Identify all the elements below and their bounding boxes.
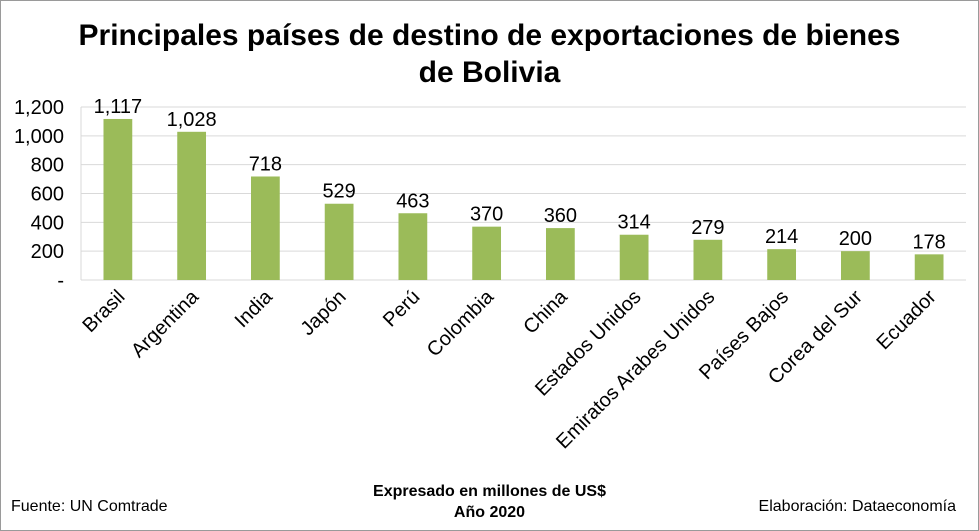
bar-china: [545, 228, 575, 280]
chart-title-line1: Principales países de destino de exporta…: [78, 19, 901, 52]
bar-brasil: [103, 118, 133, 280]
bar-japón: [324, 203, 354, 280]
x-tick-label: Japón: [297, 286, 351, 340]
x-tick-label: Perú: [379, 286, 424, 331]
chart-title: Principales países de destino de exporta…: [1, 17, 978, 91]
bar-países-bajos: [767, 249, 797, 280]
y-tick-label: 1,000: [14, 126, 64, 148]
x-tick-label: Argentina: [127, 285, 204, 362]
data-label: 314: [617, 212, 650, 234]
data-label: 200: [839, 228, 872, 250]
credit-note: Elaboración: Dataeconomía: [758, 498, 956, 515]
y-tick-label: 1,200: [14, 97, 64, 119]
data-label: 1,117: [94, 96, 143, 118]
data-label: 214: [765, 226, 798, 248]
x-tick-label: Brasil: [78, 286, 129, 337]
chart-title-line2: de Bolivia: [418, 56, 561, 89]
y-tick-label: 600: [31, 184, 64, 206]
y-tick-label: -: [57, 270, 64, 292]
data-label: 370: [470, 204, 503, 226]
bar-perú: [398, 213, 428, 280]
x-axis-caption: Expresado en millones de US$ Año 2020: [1, 481, 978, 523]
data-label: 529: [322, 181, 355, 203]
x-axis-caption-line2: Año 2020: [453, 504, 526, 521]
y-tick-label: 200: [31, 241, 64, 263]
source-note: Fuente: UN Comtrade: [11, 498, 168, 515]
bar-ecuador: [914, 254, 944, 280]
data-label: 1,028: [167, 109, 217, 131]
y-tick-label: 400: [31, 212, 64, 234]
x-axis-caption-line1: Expresado en millones de US$: [373, 483, 606, 500]
x-tick-label: Ecuador: [872, 286, 940, 354]
bar-emiratos-arabes-unidos: [693, 239, 723, 280]
y-tick-label: 800: [31, 155, 64, 177]
data-label: 279: [691, 217, 724, 239]
x-tick-label: India: [231, 285, 278, 332]
x-tick-label: Colombia: [423, 285, 499, 361]
x-tick-label: China: [519, 285, 572, 338]
bar-corea-del-sur: [840, 251, 870, 280]
bar-colombia: [472, 226, 502, 280]
data-label: 463: [396, 190, 429, 212]
data-label: 178: [912, 231, 945, 253]
bar-india: [250, 176, 280, 280]
data-label: 718: [249, 153, 282, 175]
data-label: 360: [544, 205, 577, 227]
bar-estados-unidos: [619, 234, 649, 280]
bar-argentina: [177, 131, 207, 280]
